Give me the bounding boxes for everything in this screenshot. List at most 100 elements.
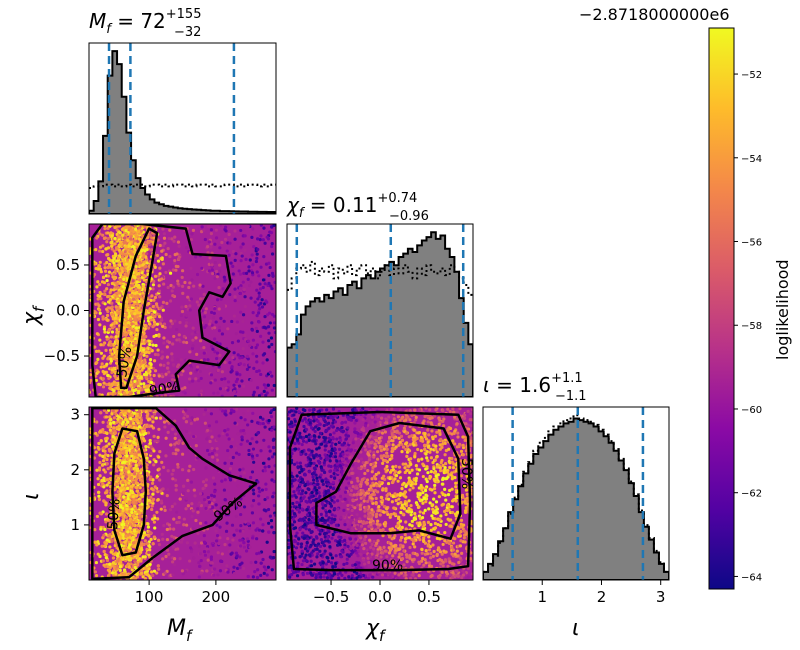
scatter-point: [150, 504, 154, 508]
scatter-point: [128, 250, 132, 254]
scatter-point: [140, 493, 144, 497]
scatter-point: [137, 360, 142, 364]
scatter-point: [271, 556, 276, 560]
scatter-point: [97, 466, 102, 470]
scatter-point: [109, 343, 113, 347]
scatter-point: [113, 236, 117, 241]
scatter-point: [180, 537, 185, 541]
scatter-point: [133, 369, 137, 373]
scatter-point: [145, 456, 149, 460]
scatter-point: [149, 537, 153, 541]
scatter-point: [256, 480, 260, 484]
scatter-point: [152, 434, 156, 438]
scatter-point: [184, 321, 189, 325]
scatter-point: [135, 498, 139, 502]
scatter-point: [102, 327, 107, 331]
scatter-point: [110, 330, 115, 334]
scatter-point: [251, 488, 255, 492]
scatter-point: [212, 311, 216, 315]
scatter-point: [218, 224, 223, 227]
scatter-point: [238, 468, 242, 472]
scatter-point: [257, 369, 261, 373]
scatter-point: [223, 461, 227, 465]
scatter-point: [136, 381, 140, 385]
scatter-point: [114, 541, 118, 545]
scatter-point: [132, 297, 136, 301]
scatter-point: [138, 369, 142, 374]
scatter-point: [171, 268, 175, 272]
scatter-point: [257, 294, 261, 299]
scatter-point: [221, 474, 225, 478]
scatter-point: [132, 411, 136, 415]
scatter-point: [128, 543, 132, 547]
scatter-point: [138, 290, 142, 294]
scatter-point: [209, 345, 214, 349]
scatter-point: [236, 484, 240, 488]
scatter-point: [198, 339, 203, 343]
scatter-point: [220, 370, 224, 374]
scatter-point: [170, 534, 174, 538]
scatter-point: [122, 236, 127, 240]
scatter-point: [123, 250, 127, 254]
scatter-point: [150, 312, 154, 316]
scatter-point: [159, 507, 163, 511]
scatter-point: [271, 438, 275, 442]
scatter-point: [209, 412, 214, 416]
scatter-point: [127, 565, 131, 569]
scatter-point: [93, 345, 97, 349]
scatter-point: [209, 555, 214, 559]
scatter-point: [180, 387, 185, 391]
scatter-point: [181, 269, 185, 273]
scatter-point: [154, 343, 158, 348]
scatter-point: [113, 355, 117, 359]
scatter-point: [264, 393, 268, 397]
scatter-point: [95, 514, 99, 519]
scatter-point: [94, 248, 98, 252]
scatter-point: [261, 417, 265, 421]
scatter-point: [110, 458, 114, 462]
scatter-point: [214, 529, 218, 533]
scatter-point: [110, 312, 114, 317]
scatter-point: [199, 389, 204, 393]
scatter-point: [127, 314, 132, 318]
scatter-point: [148, 438, 152, 443]
scatter-point: [160, 460, 164, 464]
scatter-point: [115, 358, 119, 363]
scatter-point: [148, 234, 152, 238]
scatter-point: [185, 414, 190, 418]
scatter-point: [124, 304, 128, 308]
scatter-point: [101, 428, 105, 432]
scatter-point: [142, 382, 146, 386]
scatter-point: [151, 488, 155, 492]
scatter-point: [223, 278, 227, 282]
scatter-point: [121, 520, 125, 524]
scatter-point: [191, 526, 195, 530]
scatter-point: [270, 225, 274, 229]
scatter-point: [94, 311, 98, 315]
scatter-point: [98, 249, 102, 253]
scatter-point: [168, 228, 172, 232]
scatter-point: [213, 260, 217, 265]
scatter-point: [96, 482, 101, 487]
scatter-point: [163, 508, 167, 512]
scatter-point: [148, 260, 152, 264]
scatter-point: [113, 242, 117, 246]
scatter-point: [147, 567, 151, 571]
scatter-point: [99, 270, 103, 274]
scatter-point: [147, 417, 152, 421]
scatter-point: [235, 554, 239, 558]
scatter-point: [97, 494, 101, 498]
scatter-point: [132, 275, 136, 279]
scatter-point: [112, 420, 116, 424]
scatter-point: [250, 253, 254, 257]
scatter-point: [148, 562, 152, 567]
scatter-point: [113, 374, 117, 378]
scatter-point: [180, 284, 185, 288]
scatter-point: [170, 472, 174, 476]
scatter-point: [142, 353, 146, 357]
scatter-point: [133, 271, 138, 275]
scatter-point: [255, 575, 260, 580]
scatter-point: [116, 286, 120, 290]
scatter-point: [183, 280, 187, 285]
scatter-point: [199, 541, 204, 545]
